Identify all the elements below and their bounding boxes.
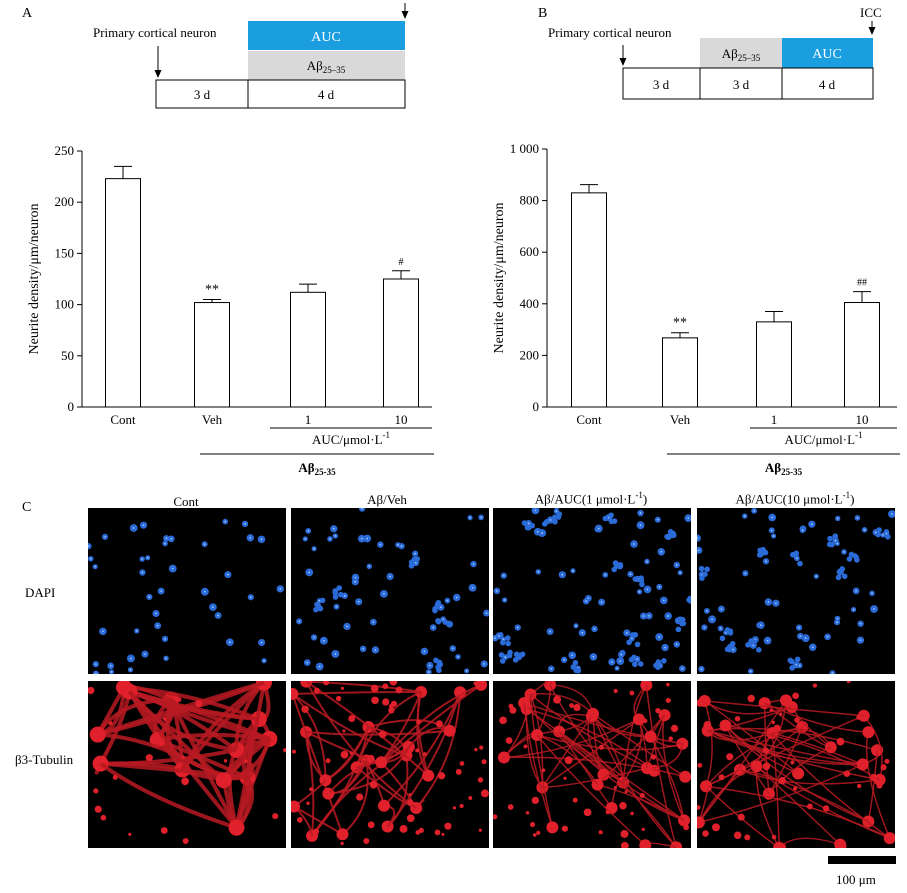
chart1-significance-3: ## — [857, 278, 867, 289]
timeline-b-duration-2: 3 d — [733, 77, 750, 92]
micro-col-label-veh: Aβ/Veh — [367, 492, 407, 507]
chart1-ytick-label: 400 — [520, 296, 540, 311]
chart0-ytick-label: 200 — [55, 194, 75, 209]
chart1-bar-0 — [571, 192, 607, 408]
chart0-treatment-label: Aβ25-35 — [298, 460, 336, 477]
panel-b-timeline: Primary cortical neuron ICC Aβ25–35 AUC … — [548, 5, 882, 100]
chart1-category-label-3: 10 — [856, 412, 869, 427]
panel-b-letter: B — [538, 6, 548, 21]
chart0-category-label-1: Veh — [202, 412, 223, 427]
timeline-a-duration-box — [155, 79, 406, 109]
chart-b: 0 200 400 600 800 1 000 Neurite density/μm/neu… — [492, 141, 900, 477]
micrograph-dapi-cont — [88, 508, 286, 674]
chart0-bar-0 — [105, 178, 141, 408]
chart1-treatment-label: Aβ25-35 — [765, 460, 803, 477]
panel-c-letter: C — [22, 500, 32, 515]
chart0-group-label: AUC/μmol·L-1 — [312, 430, 390, 447]
chart0-ytick-label: 100 — [55, 297, 75, 312]
chart1-category-label-1: Veh — [670, 412, 691, 427]
chart1-ytick-label: 200 — [520, 347, 540, 362]
timeline-a-duration-1: 3 d — [194, 87, 211, 102]
timeline-a-abeta-label: Aβ25–35 — [307, 58, 346, 75]
timeline-b-start-label: Primary cortical neuron — [548, 25, 672, 40]
chart0-ytick-label: 150 — [55, 245, 75, 260]
timeline-a-auc-bar — [248, 21, 405, 50]
chart1-category-label-2: 1 — [771, 412, 778, 427]
chart0-ytick-label: 0 — [68, 399, 75, 414]
timeline-b-auc-label: AUC — [812, 47, 842, 62]
scale-bar — [828, 856, 896, 864]
micrograph-tubulin-auc10 — [697, 681, 895, 848]
timeline-a-abeta-bar — [248, 51, 405, 80]
timeline-b-auc-bar — [782, 38, 873, 68]
timeline-b-abeta-bar — [700, 38, 782, 68]
chart1-ytick-label: 600 — [520, 244, 540, 259]
micro-col-label-auc1: Aβ/AUC(1 μmol·L-1) — [534, 490, 648, 507]
chart1-ytick-label: 0 — [533, 399, 540, 414]
scale-bar-label: 100 μm — [836, 872, 876, 887]
chart1-ytick-label: 1 000 — [510, 141, 539, 156]
timeline-b-duration-box — [622, 67, 874, 100]
chart0-category-label-2: 1 — [305, 412, 312, 427]
chart1-ylabel: Neurite density/μm/neuron — [492, 203, 507, 354]
micrograph-dapi-veh — [291, 508, 489, 674]
chart0-ytick-label: 50 — [61, 348, 74, 363]
micro-row-label-tubulin: β3-Tubulin — [15, 752, 74, 767]
chart0-category-label-0: Cont — [110, 412, 136, 427]
timeline-b-duration-3: 4 d — [819, 77, 836, 92]
chart0-significance-1: ** — [205, 282, 219, 297]
chart1-category-label-0: Cont — [576, 412, 602, 427]
chart1-ytick-label: 800 — [520, 193, 540, 208]
panel-a-letter: A — [22, 6, 33, 21]
micrograph-tubulin-cont — [88, 681, 286, 848]
micro-col-label-cont: Cont — [173, 494, 199, 509]
micrograph-tubulin-auc1 — [493, 681, 691, 848]
timeline-b-end-label: ICC — [860, 5, 882, 20]
chart1-group-label: AUC/μmol·L-1 — [784, 430, 862, 447]
chart0-ytick-label: 250 — [55, 143, 75, 158]
micro-col-label-auc10: Aβ/AUC(10 μmol·L-1) — [735, 490, 855, 507]
chart0-bar-1 — [194, 302, 230, 408]
timeline-a-auc-label: AUC — [311, 30, 341, 45]
timeline-a-start-label: Primary cortical neuron — [93, 25, 217, 40]
chart0-category-label-3: 10 — [395, 412, 408, 427]
timeline-b-abeta-label: Aβ25–35 — [722, 46, 761, 63]
micrograph-tubulin-veh — [291, 681, 489, 848]
chart0-bar-3 — [383, 278, 419, 408]
chart0-ylabel: Neurite density/μm/neuron — [27, 204, 42, 355]
timeline-a-duration-2: 4 d — [318, 87, 335, 102]
chart1-bar-2 — [756, 321, 792, 408]
chart-a: 0 50 100 150 200 250 Neurite density/μm/neuron… — [27, 143, 434, 477]
chart0-significance-3: # — [399, 257, 404, 268]
timeline-b-duration-1: 3 d — [653, 77, 670, 92]
chart1-bar-1 — [662, 337, 698, 408]
micrograph-dapi-auc1 — [493, 508, 691, 674]
micro-row-label-dapi: DAPI — [25, 585, 56, 600]
chart1-bar-3 — [844, 302, 880, 408]
micrograph-dapi-auc10 — [697, 508, 895, 674]
panel-a-timeline: Primary cortical neuron AUC Aβ25–35 3 d … — [93, 3, 409, 109]
chart0-bar-2 — [290, 291, 326, 408]
chart1-significance-1: ** — [673, 316, 687, 331]
